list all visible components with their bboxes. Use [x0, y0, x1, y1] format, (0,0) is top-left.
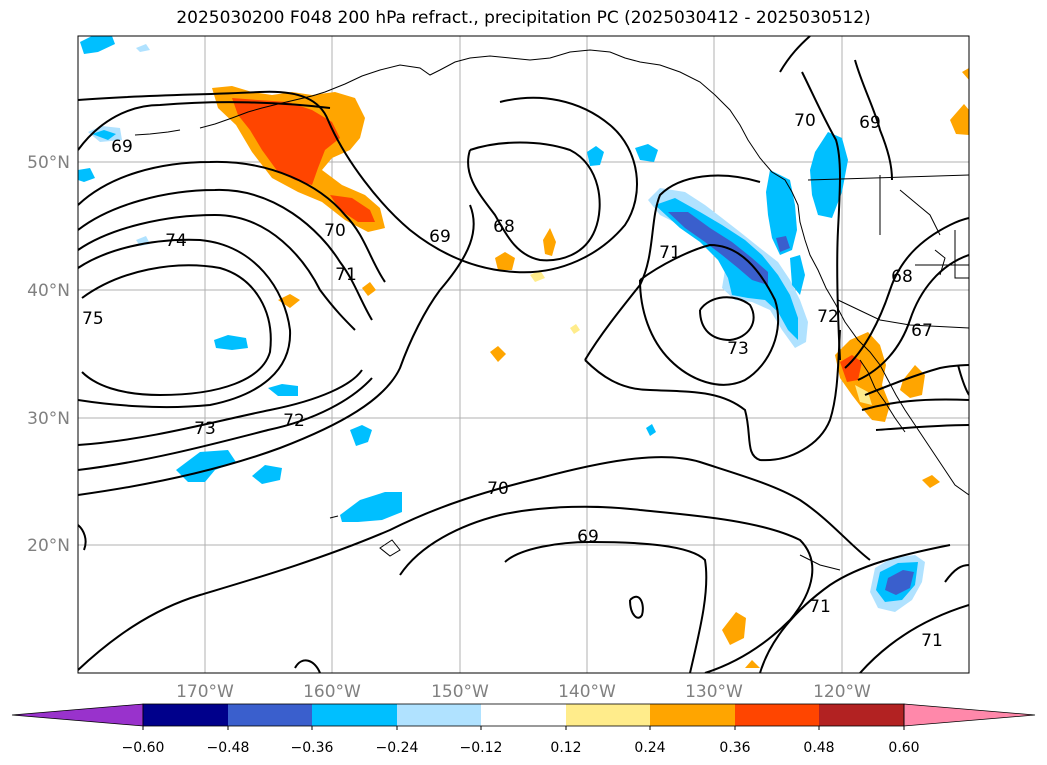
- colorbar-tick-label: 0.12: [550, 740, 581, 756]
- colorbar-segment: [735, 704, 819, 726]
- contour-label: 70: [487, 479, 509, 499]
- contour-label: 71: [335, 265, 357, 285]
- colorbar-segment: [397, 704, 481, 726]
- contour-label: 75: [82, 309, 104, 329]
- colorbar-extend-low: [11, 703, 144, 727]
- colorbar-tick-label: −0.24: [376, 740, 419, 756]
- colorbar-segment: [566, 704, 650, 726]
- map-title: 2025030200 F048 200 hPa refract., precip…: [176, 8, 871, 28]
- contour-label: 69: [577, 527, 599, 547]
- lon-tick-label: 130°W: [685, 682, 743, 702]
- refractivity-contours: [78, 36, 969, 673]
- colorbar-segment: [312, 704, 397, 726]
- contour-label: 72: [817, 307, 839, 327]
- lon-tick-label: 150°W: [431, 682, 489, 702]
- contour-label: 69: [111, 137, 133, 157]
- lat-tick-label: 50°N: [27, 153, 70, 173]
- map-panel: [78, 36, 969, 673]
- colorbar-tick-label: 0.24: [634, 740, 665, 756]
- coastlines: [134, 49, 969, 571]
- colorbar-outline: [142, 703, 905, 727]
- contour-label: 71: [921, 631, 943, 651]
- contour-label: 70: [794, 111, 816, 131]
- lon-tick-label: 140°W: [558, 682, 616, 702]
- contour-labels: 74 73 72 71 70 69 68 70 69 71 73 68 69 7…: [82, 111, 943, 651]
- colorbar-tick-label: −0.48: [207, 740, 250, 756]
- colorbar-segment: [143, 704, 228, 726]
- contour-label: 73: [727, 339, 749, 359]
- colorbar-segment: [481, 704, 566, 726]
- colorbar-segment: [228, 704, 312, 726]
- colorbar-segment: [650, 704, 735, 726]
- contour-label: 68: [891, 267, 913, 287]
- colorbar-ticks: −0.60 −0.48 −0.36 −0.24 −0.12 0.12 0.24 …: [122, 740, 920, 756]
- longitude-ticks: 170°W 160°W 150°W 140°W 130°W 120°W: [176, 682, 871, 702]
- colorbar-tick-label: −0.60: [122, 740, 165, 756]
- map-frame: [77, 35, 970, 674]
- colorbar-segments: [11, 703, 1036, 730]
- precip-shading: [78, 36, 969, 668]
- lon-tick-label: 120°W: [813, 682, 871, 702]
- lon-tick-label: 160°W: [303, 682, 361, 702]
- colorbar-extend-high: [903, 703, 1036, 727]
- contour-label: 67: [911, 321, 933, 341]
- lat-tick-label: 30°N: [27, 409, 70, 429]
- contour-label: 69: [859, 113, 881, 133]
- contour-label: 72: [283, 411, 305, 431]
- colorbar-segment: [819, 704, 904, 726]
- colorbar-tick-label: 0.48: [803, 740, 834, 756]
- contour-label: 71: [659, 243, 681, 263]
- lon-tick-label: 170°W: [176, 682, 234, 702]
- contour-label: 74: [165, 231, 187, 251]
- colorbar-tick-label: −0.36: [291, 740, 334, 756]
- lat-tick-label: 40°N: [27, 281, 70, 301]
- contour-label: 69: [429, 227, 451, 247]
- colorbar-tick-label: 0.60: [888, 740, 919, 756]
- colorbar-tick-label: 0.36: [719, 740, 750, 756]
- lat-tick-label: 20°N: [27, 536, 70, 556]
- contour-label: 73: [194, 419, 216, 439]
- colorbar: −0.60 −0.48 −0.36 −0.24 −0.12 0.12 0.24 …: [11, 703, 1036, 756]
- latitude-ticks: 50°N 40°N 30°N 20°N: [27, 153, 70, 556]
- contour-label: 70: [324, 221, 346, 241]
- colorbar-tick-label: −0.12: [460, 740, 503, 756]
- contour-label: 68: [493, 217, 515, 237]
- contour-label: 71: [809, 597, 831, 617]
